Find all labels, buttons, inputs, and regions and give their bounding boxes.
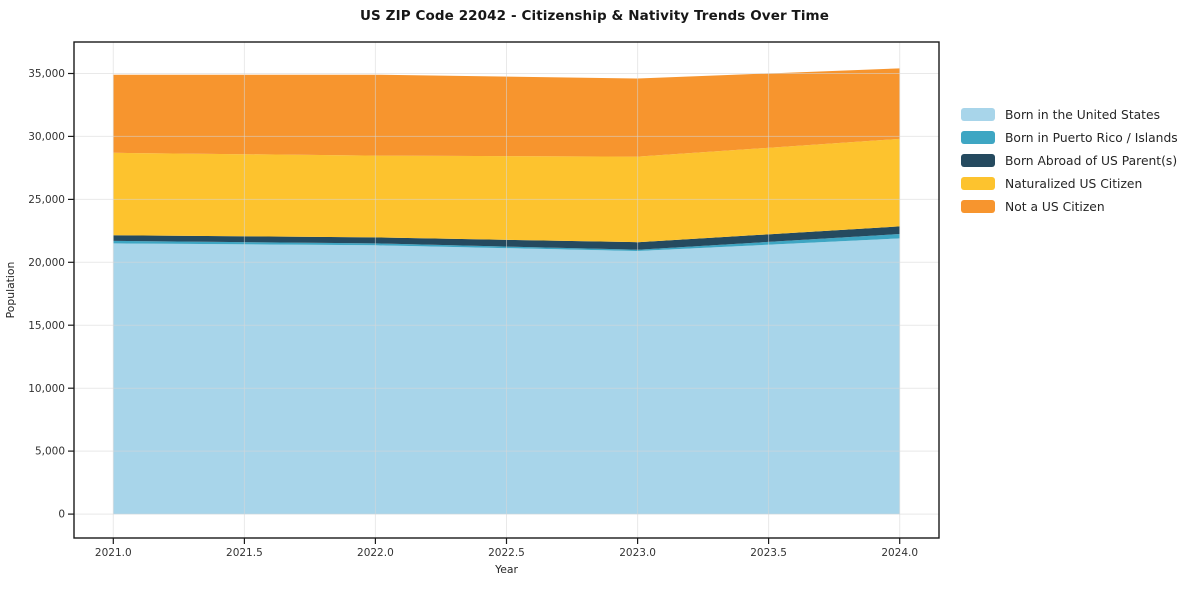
area-series-2 <box>113 226 900 250</box>
chart-title: US ZIP Code 22042 - Citizenship & Nativi… <box>360 8 829 24</box>
legend-item-2: Born Abroad of US Parent(s) <box>961 149 1178 172</box>
legend-item-1: Born in Puerto Rico / Islands <box>961 126 1178 149</box>
x-tick-label: 2023.0 <box>619 547 656 559</box>
grid <box>74 42 939 538</box>
legend-item-0: Born in the United States <box>961 103 1178 126</box>
legend-label: Born in the United States <box>1005 107 1160 122</box>
legend-swatch <box>961 154 995 167</box>
legend-swatch <box>961 131 995 144</box>
legend-swatch <box>961 108 995 121</box>
y-tick-label: 15,000 <box>28 320 65 332</box>
y-tick-label: 25,000 <box>28 194 65 206</box>
legend-swatch <box>961 177 995 190</box>
y-tick-label: 30,000 <box>28 131 65 143</box>
axes-ticks: 0 5,000 10,000 15,000 20,000 25,000 30,000 35,0… <box>28 68 918 559</box>
legend-label: Naturalized US Citizen <box>1005 176 1143 191</box>
x-tick-label: 2022.0 <box>357 547 394 559</box>
y-tick-label: 10,000 <box>28 383 65 395</box>
legend-label: Not a US Citizen <box>1005 199 1105 214</box>
area-series-1 <box>113 234 900 251</box>
legend-label: Born in Puerto Rico / Islands <box>1005 130 1178 145</box>
y-tick-label: 20,000 <box>28 257 65 269</box>
y-axis-label: Population <box>4 262 17 319</box>
x-tick-label: 2021.5 <box>226 547 263 559</box>
x-tick-label: 2021.0 <box>95 547 132 559</box>
legend: Born in the United States Born in Puerto … <box>961 103 1178 218</box>
x-tick-label: 2022.5 <box>488 547 525 559</box>
legend-label: Born Abroad of US Parent(s) <box>1005 153 1178 168</box>
x-tick-label: 2024.0 <box>881 547 918 559</box>
y-tick-label: 5,000 <box>35 446 65 458</box>
x-tick-label: 2023.5 <box>750 547 787 559</box>
legend-swatch <box>961 200 995 213</box>
y-tick-label: 35,000 <box>28 68 65 80</box>
y-tick-label: 0 <box>58 509 65 521</box>
legend-item-4: Not a US Citizen <box>961 195 1178 218</box>
x-axis-label: Year <box>494 563 518 576</box>
legend-item-3: Naturalized US Citizen <box>961 172 1178 195</box>
